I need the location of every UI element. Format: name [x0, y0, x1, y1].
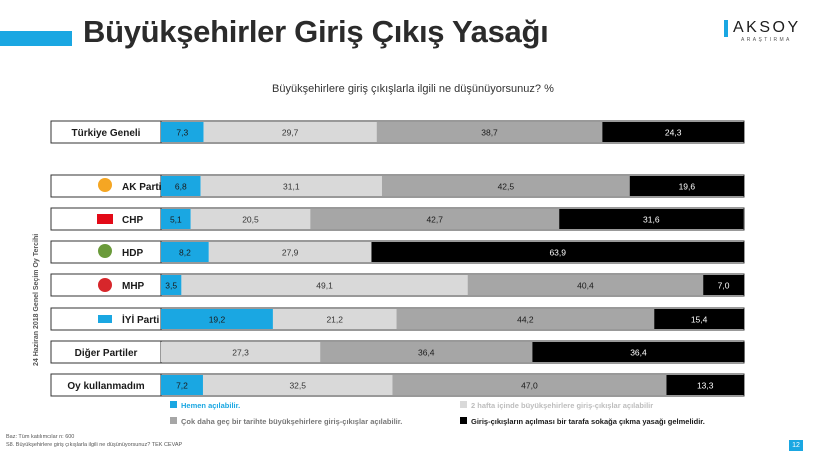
bar-segment — [666, 375, 744, 395]
data-label: 63,9 — [549, 248, 566, 258]
legend-swatch — [460, 417, 467, 424]
bar-segment — [161, 242, 209, 262]
bar-segment — [161, 122, 204, 142]
data-label: 27,9 — [282, 248, 299, 258]
bar-segment — [392, 375, 667, 395]
data-label: 32,5 — [289, 381, 306, 391]
page-number: 12 — [789, 440, 803, 451]
hdp-logo-icon — [98, 244, 112, 258]
legend-swatch — [460, 401, 467, 408]
data-label: 7,2 — [176, 381, 188, 391]
row-label: Oy kullanmadım — [67, 381, 144, 392]
data-label: 27,3 — [232, 348, 249, 358]
bar-segment — [272, 309, 397, 329]
bar-segment — [161, 375, 203, 395]
bar-segment — [703, 275, 744, 295]
logo-name: AKSOY — [733, 19, 801, 36]
bar-segment — [161, 342, 321, 362]
data-label: 20,5 — [242, 215, 259, 225]
bar-segment — [559, 209, 744, 229]
legend-label: 2 hafta içinde büyükşehirlere giriş-çıkı… — [471, 401, 653, 410]
data-label: 15,4 — [691, 315, 708, 325]
data-label: 6,8 — [175, 182, 187, 192]
data-label: 21,2 — [326, 315, 343, 325]
row-label: MHP — [122, 281, 145, 292]
bar-segment — [161, 309, 273, 329]
bar-segment — [208, 242, 372, 262]
data-label: 31,1 — [283, 182, 300, 192]
row-label: Türkiye Geneli — [72, 128, 141, 139]
data-label: 8,2 — [179, 248, 191, 258]
legend-swatch — [170, 401, 177, 408]
bar-segment — [190, 209, 311, 229]
bar-segment — [467, 275, 704, 295]
data-label: 36,4 — [418, 348, 435, 358]
bar-segment — [310, 209, 560, 229]
data-label: 47,0 — [521, 381, 538, 391]
data-label: 40,4 — [577, 281, 594, 291]
data-label: 42,7 — [426, 215, 443, 225]
bar-segment — [203, 122, 377, 142]
data-label: 42,5 — [498, 182, 515, 192]
bar-segment — [161, 275, 182, 295]
data-label: 38,7 — [481, 128, 498, 138]
chart-question: Büyükşehirlere giriş çıkışlarla ilgili n… — [272, 83, 554, 95]
bar-segment — [376, 122, 603, 142]
mhp-logo-icon — [98, 278, 112, 292]
bar-segment — [532, 342, 745, 362]
data-label: 49,1 — [316, 281, 333, 291]
legend-swatch — [170, 417, 177, 424]
bar-segment — [629, 176, 744, 196]
data-label: 7,0 — [718, 281, 730, 291]
data-label: 5,1 — [170, 215, 182, 225]
page-title: Büyükşehirler Giriş Çıkış Yasağı — [83, 14, 549, 49]
data-label: 29,7 — [282, 128, 299, 138]
data-label: 36,4 — [630, 348, 647, 358]
logo-mark-icon — [724, 20, 728, 37]
legend-label: Hemen açılabilir. — [181, 401, 240, 410]
aksoy-logo: AKSOY ARAŞTIRMA — [721, 19, 803, 45]
data-label: 31,6 — [643, 215, 660, 225]
bar-segment — [161, 209, 191, 229]
data-label: 3,5 — [165, 281, 177, 291]
data-label: 44,2 — [517, 315, 534, 325]
footer-question: S8. Büyükşehirlere giriş çıkışlarla ilgi… — [6, 442, 183, 448]
data-label: 24,3 — [665, 128, 682, 138]
bar-segment — [161, 176, 201, 196]
bar-segment — [320, 342, 533, 362]
data-label: 19,6 — [679, 182, 696, 192]
row-label: Diğer Partiler — [75, 348, 138, 359]
data-label: 19,2 — [209, 315, 226, 325]
legend-label: Çok daha geç bir tarihte büyükşehirlere … — [181, 417, 402, 426]
legend-label: Giriş-çıkışların açılması bir tarafa sok… — [471, 417, 705, 426]
footer-base: Baz: Tüm katılımcılar n: 600 — [6, 434, 75, 440]
row-label: AK Parti — [122, 182, 162, 193]
iyi-logo-icon — [98, 315, 112, 323]
data-label: 7,3 — [176, 128, 188, 138]
bar-segment — [602, 122, 744, 142]
logo-subtitle: ARAŞTIRMA — [741, 37, 792, 43]
bar-segment — [200, 176, 382, 196]
data-label: 13,3 — [697, 381, 714, 391]
bar-segment — [202, 375, 393, 395]
akp-logo-icon — [98, 178, 112, 192]
bar-segment — [381, 176, 630, 196]
bar-segment — [396, 309, 655, 329]
bar-segment — [181, 275, 468, 295]
footer-notes: Baz: Tüm katılımcılar n: 600 S8. Büyükşe… — [6, 433, 182, 449]
row-label: HDP — [122, 248, 143, 259]
row-label: İYİ Parti — [122, 313, 159, 326]
title-accent-bar — [0, 31, 72, 46]
bar-segment — [654, 309, 744, 329]
row-label: CHP — [122, 215, 143, 226]
chp-logo-icon — [97, 214, 113, 224]
bar-segment — [371, 242, 744, 262]
